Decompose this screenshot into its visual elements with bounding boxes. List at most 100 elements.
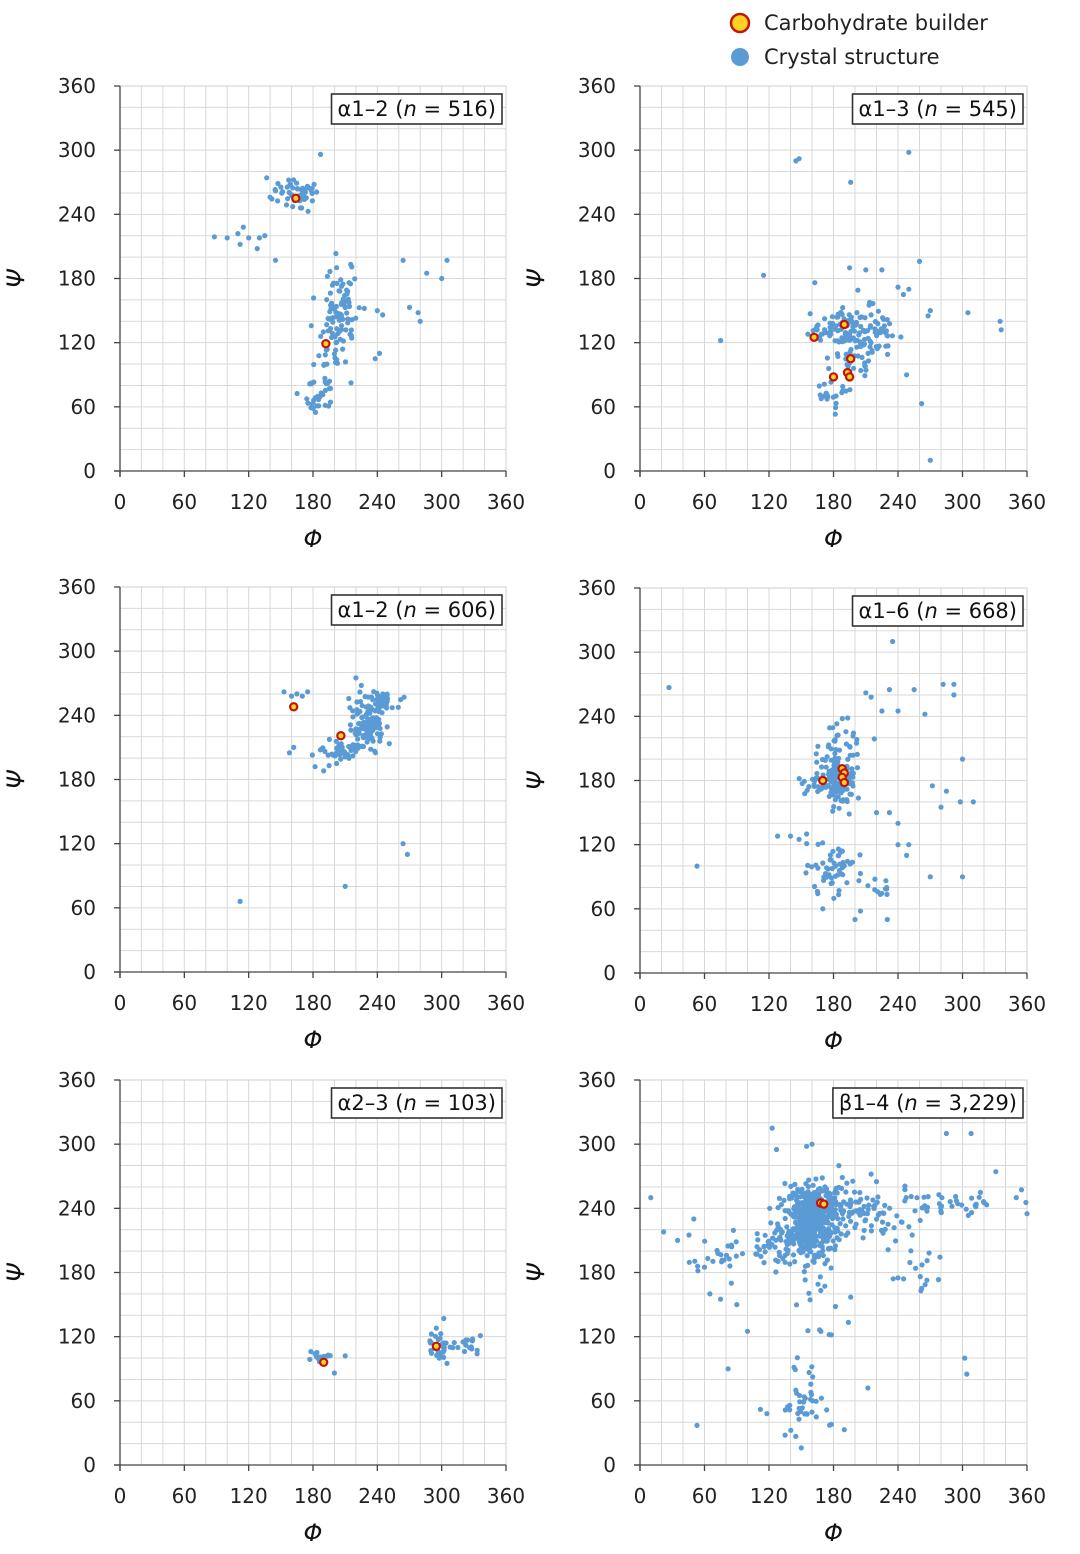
crystal-point <box>865 883 871 889</box>
y-axis-label: Ψ <box>2 1262 30 1282</box>
crystal-point <box>812 1252 818 1258</box>
crystal-point <box>871 736 877 742</box>
crystal-point <box>807 311 813 317</box>
crystal-point <box>211 234 217 240</box>
crystal-point <box>883 878 889 884</box>
crystal-point <box>792 1259 798 1265</box>
crystal-point <box>823 330 829 336</box>
crystal-point <box>854 736 860 743</box>
crystal-point <box>817 1327 823 1333</box>
crystal-point <box>804 1143 810 1149</box>
crystal-point <box>776 1195 783 1201</box>
crystal-point <box>832 338 838 344</box>
y-tick-label: 360 <box>578 576 616 600</box>
crystal-point <box>353 315 359 321</box>
crystal-point <box>873 1179 880 1185</box>
crystal-point <box>311 295 317 301</box>
crystal-point <box>847 349 853 355</box>
crystal-point <box>370 707 376 713</box>
crystal-point <box>723 1252 730 1258</box>
crystal-point <box>334 760 340 767</box>
crystal-point <box>885 1221 891 1227</box>
crystal-point <box>862 360 868 366</box>
crystal-point <box>879 1210 886 1216</box>
crystal-point <box>438 1331 444 1337</box>
crystal-point <box>811 783 818 790</box>
crystal-point <box>334 265 340 271</box>
crystal-point <box>866 1202 872 1208</box>
y-tick-label: 120 <box>58 832 96 856</box>
crystal-point <box>336 288 342 294</box>
crystal-point <box>844 858 851 864</box>
crystal-point <box>796 836 802 842</box>
y-tick-label: 240 <box>58 1196 96 1220</box>
crystal-point <box>908 1248 914 1254</box>
crystal-point <box>926 1250 932 1256</box>
crystal-point <box>330 752 336 758</box>
crystal-point <box>826 742 832 748</box>
crystal-point <box>855 287 861 293</box>
crystal-point <box>400 257 406 263</box>
crystal-point <box>427 1338 433 1344</box>
panel-title: α1–2 (n = 516) <box>330 93 503 125</box>
x-tick-label: 60 <box>692 992 717 1016</box>
crystal-point <box>374 308 380 314</box>
crystal-point <box>839 716 845 722</box>
crystal-point <box>969 1195 975 1201</box>
crystal-point <box>839 390 845 396</box>
crystal-point <box>281 689 287 695</box>
crystal-point <box>843 1223 849 1229</box>
crystal-point <box>804 1411 810 1417</box>
crystal-point <box>307 1356 313 1362</box>
crystal-point <box>868 312 874 318</box>
crystal-point <box>324 347 330 353</box>
legend-crystal-label: Crystal structure <box>764 45 940 69</box>
y-axis-label: Ψ <box>2 268 30 288</box>
crystal-point <box>316 353 322 359</box>
crystal-point <box>788 1183 794 1189</box>
crystal-point <box>814 323 820 329</box>
builder-point <box>431 1341 441 1352</box>
crystal-point <box>361 305 367 311</box>
crystal-point <box>965 310 971 316</box>
crystal-point <box>810 328 816 334</box>
crystal-point <box>877 891 884 898</box>
crystal-point <box>826 768 832 775</box>
crystal-point <box>884 891 890 898</box>
crystal-point <box>827 1191 833 1197</box>
crystal-point <box>773 1237 779 1243</box>
crystal-point <box>819 1211 825 1218</box>
crystal-point <box>432 1333 438 1339</box>
crystal-point <box>949 1203 955 1209</box>
crystal-point <box>823 1186 830 1192</box>
crystal-point <box>856 1199 862 1205</box>
crystal-point <box>886 687 893 693</box>
crystal-point <box>337 336 343 342</box>
crystal-point <box>849 1210 855 1216</box>
crystal-point <box>829 1210 835 1216</box>
crystal-point <box>333 309 339 315</box>
y-tick-label: 240 <box>58 703 96 727</box>
crystal-point <box>336 317 342 323</box>
crystal-point <box>357 708 363 715</box>
crystal-point <box>848 1199 854 1205</box>
x-tick-label: 0 <box>114 490 127 514</box>
crystal-point <box>962 1355 968 1361</box>
crystal-point <box>336 741 343 748</box>
crystal-point <box>833 393 839 399</box>
crystal-point <box>359 725 365 731</box>
crystal-point <box>299 205 305 211</box>
crystal-point <box>815 1214 822 1220</box>
crystal-point <box>813 1398 819 1404</box>
crystal-point <box>344 310 350 316</box>
crystal-point <box>702 1238 708 1244</box>
crystal-point <box>891 1225 897 1231</box>
crystal-point <box>342 359 349 365</box>
crystal-point <box>957 799 963 805</box>
crystal-point <box>755 1237 761 1243</box>
crystal-point <box>900 291 907 298</box>
crystal-point <box>858 323 864 330</box>
crystal-point <box>444 257 450 263</box>
crystal-point <box>775 1221 781 1227</box>
crystal-point <box>294 186 300 192</box>
